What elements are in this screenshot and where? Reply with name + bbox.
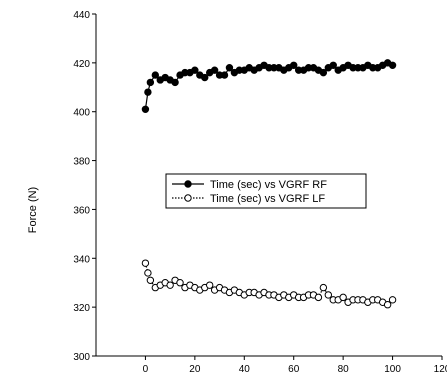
data-point: [141, 259, 150, 267]
data-point: [388, 296, 397, 304]
y-tick-label: 400: [73, 108, 90, 119]
data-point: [141, 105, 150, 113]
legend-marker: [184, 180, 192, 188]
series-lf: [141, 259, 397, 309]
y-tick-label: 360: [73, 205, 90, 216]
series-layer: [141, 59, 397, 309]
data-point: [319, 68, 328, 77]
chart-legend: Time (sec) vs VGRF RF Time (sec) vs VGRF …: [165, 173, 367, 209]
data-point: [176, 279, 184, 287]
y-tick-label: 440: [73, 10, 90, 21]
data-point: [210, 66, 219, 74]
legend-label: Time (sec) vs VGRF RF: [210, 179, 327, 191]
data-point: [205, 281, 214, 289]
x-tick-label: 100: [384, 364, 401, 375]
legend-item: Time (sec) vs VGRF RF: [172, 179, 327, 191]
data-point: [388, 61, 397, 70]
legend-marker: [184, 194, 192, 202]
y-tick-label: 300: [73, 352, 90, 363]
y-tick-label: 420: [73, 59, 90, 70]
data-point: [339, 293, 347, 302]
plot-area: [95, 14, 442, 357]
y-axis-label: Force (N): [27, 187, 39, 233]
data-point: [144, 269, 152, 277]
x-tick-label: 0: [143, 364, 149, 375]
y-tick-label: 380: [73, 157, 90, 168]
data-point: [151, 71, 160, 79]
series-rf: [141, 59, 397, 113]
data-point: [144, 88, 152, 96]
x-tick-label: 60: [288, 364, 300, 375]
data-point: [146, 78, 155, 87]
data-point: [314, 293, 323, 302]
x-tick-label: 40: [239, 364, 251, 375]
data-point: [191, 66, 199, 74]
legend-label: Time (sec) vs VGRF LF: [210, 193, 325, 205]
data-point: [220, 71, 229, 79]
tick-layer: 300 320 340 360 380 400 420 440 0 20 40 60 80 100 120: [73, 10, 447, 375]
legend-box: [165, 173, 367, 209]
data-point: [329, 61, 337, 70]
data-point: [225, 64, 234, 72]
data-point: [171, 78, 179, 87]
x-tick-label: 120: [434, 364, 447, 375]
data-point: [201, 73, 209, 82]
x-tick-label: 20: [189, 364, 201, 375]
data-point: [324, 291, 333, 299]
data-point: [319, 283, 328, 292]
x-tick-label: 80: [338, 364, 350, 375]
data-point: [166, 281, 174, 289]
legend-item: Time (sec) vs VGRF LF: [172, 193, 325, 205]
data-point: [146, 276, 155, 284]
data-point: [383, 301, 392, 309]
data-point: [290, 61, 298, 70]
y-tick-label: 320: [73, 303, 90, 314]
y-tick-label: 340: [73, 254, 90, 265]
